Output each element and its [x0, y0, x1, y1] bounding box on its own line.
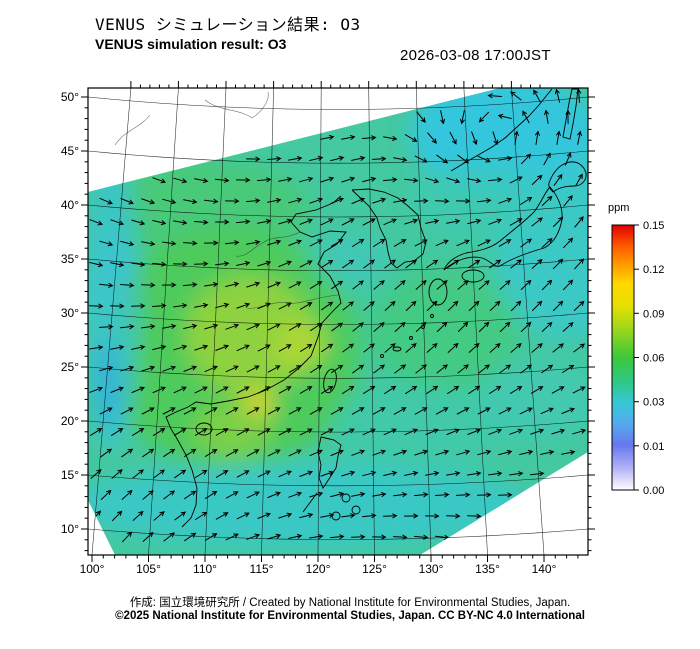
- coastlines: [114, 88, 587, 528]
- colorbar-tick-label: 0.09: [643, 308, 664, 320]
- plot-border: [87, 87, 589, 556]
- colorbar-tick-label: 0.12: [643, 264, 664, 276]
- lat-tick-label: 25°: [61, 360, 79, 374]
- o3-concentration-field: [88, 88, 588, 555]
- credit-line: 作成: 国立環境研究所 / Created by National Instit…: [129, 597, 571, 609]
- page-title-english: VENUS simulation result: O3: [95, 36, 287, 52]
- lat-tick-label: 50°: [61, 90, 79, 104]
- license-line: ©2025 National Institute for Environment…: [115, 610, 585, 622]
- lat-tick-label: 15°: [61, 468, 79, 482]
- lon-tick-label: 135°: [475, 562, 500, 576]
- lat-tick-label: 30°: [61, 306, 79, 320]
- lat-tick-label: 10°: [61, 522, 79, 536]
- lon-tick-label: 100°: [80, 562, 105, 576]
- colorbar-tick-label: 0.06: [643, 353, 664, 365]
- colorbar-tick-label: 0.01: [643, 441, 664, 453]
- page-title-japanese: VENUS シミュレーション結果: O3: [95, 15, 361, 34]
- graticule: [87, 87, 589, 556]
- lon-tick-label: 115°: [250, 562, 274, 576]
- axes: 100° 105° 110° 115° 120° 125° 130° 135° 140° 50° 4…: [61, 81, 595, 576]
- colorbar: 0.15 0.12 0.09 0.06 0.03 0.01 0.00: [611, 220, 664, 497]
- lon-tick-label: 105°: [136, 562, 161, 576]
- lon-tick-label: 130°: [419, 562, 444, 576]
- simulation-timestamp: 2026-03-08 17:00JST: [400, 47, 551, 64]
- lon-tick-label: 120°: [306, 562, 331, 576]
- lon-tick-label: 110°: [193, 562, 217, 576]
- colorbar-unit-label: ppm: [608, 202, 630, 214]
- wind-vectors: [89, 88, 587, 543]
- lat-tick-label: 35°: [61, 252, 79, 266]
- lon-tick-label: 125°: [362, 562, 387, 576]
- lon-tick-label: 140°: [532, 562, 557, 576]
- colorbar-tick-label: 0.03: [643, 397, 664, 409]
- colorbar-tick-label: 0.00: [643, 485, 664, 497]
- lat-tick-label: 40°: [61, 198, 79, 212]
- colorbar-tick-label: 0.15: [643, 220, 664, 232]
- lat-tick-label: 45°: [61, 144, 79, 158]
- lat-tick-label: 20°: [61, 414, 79, 428]
